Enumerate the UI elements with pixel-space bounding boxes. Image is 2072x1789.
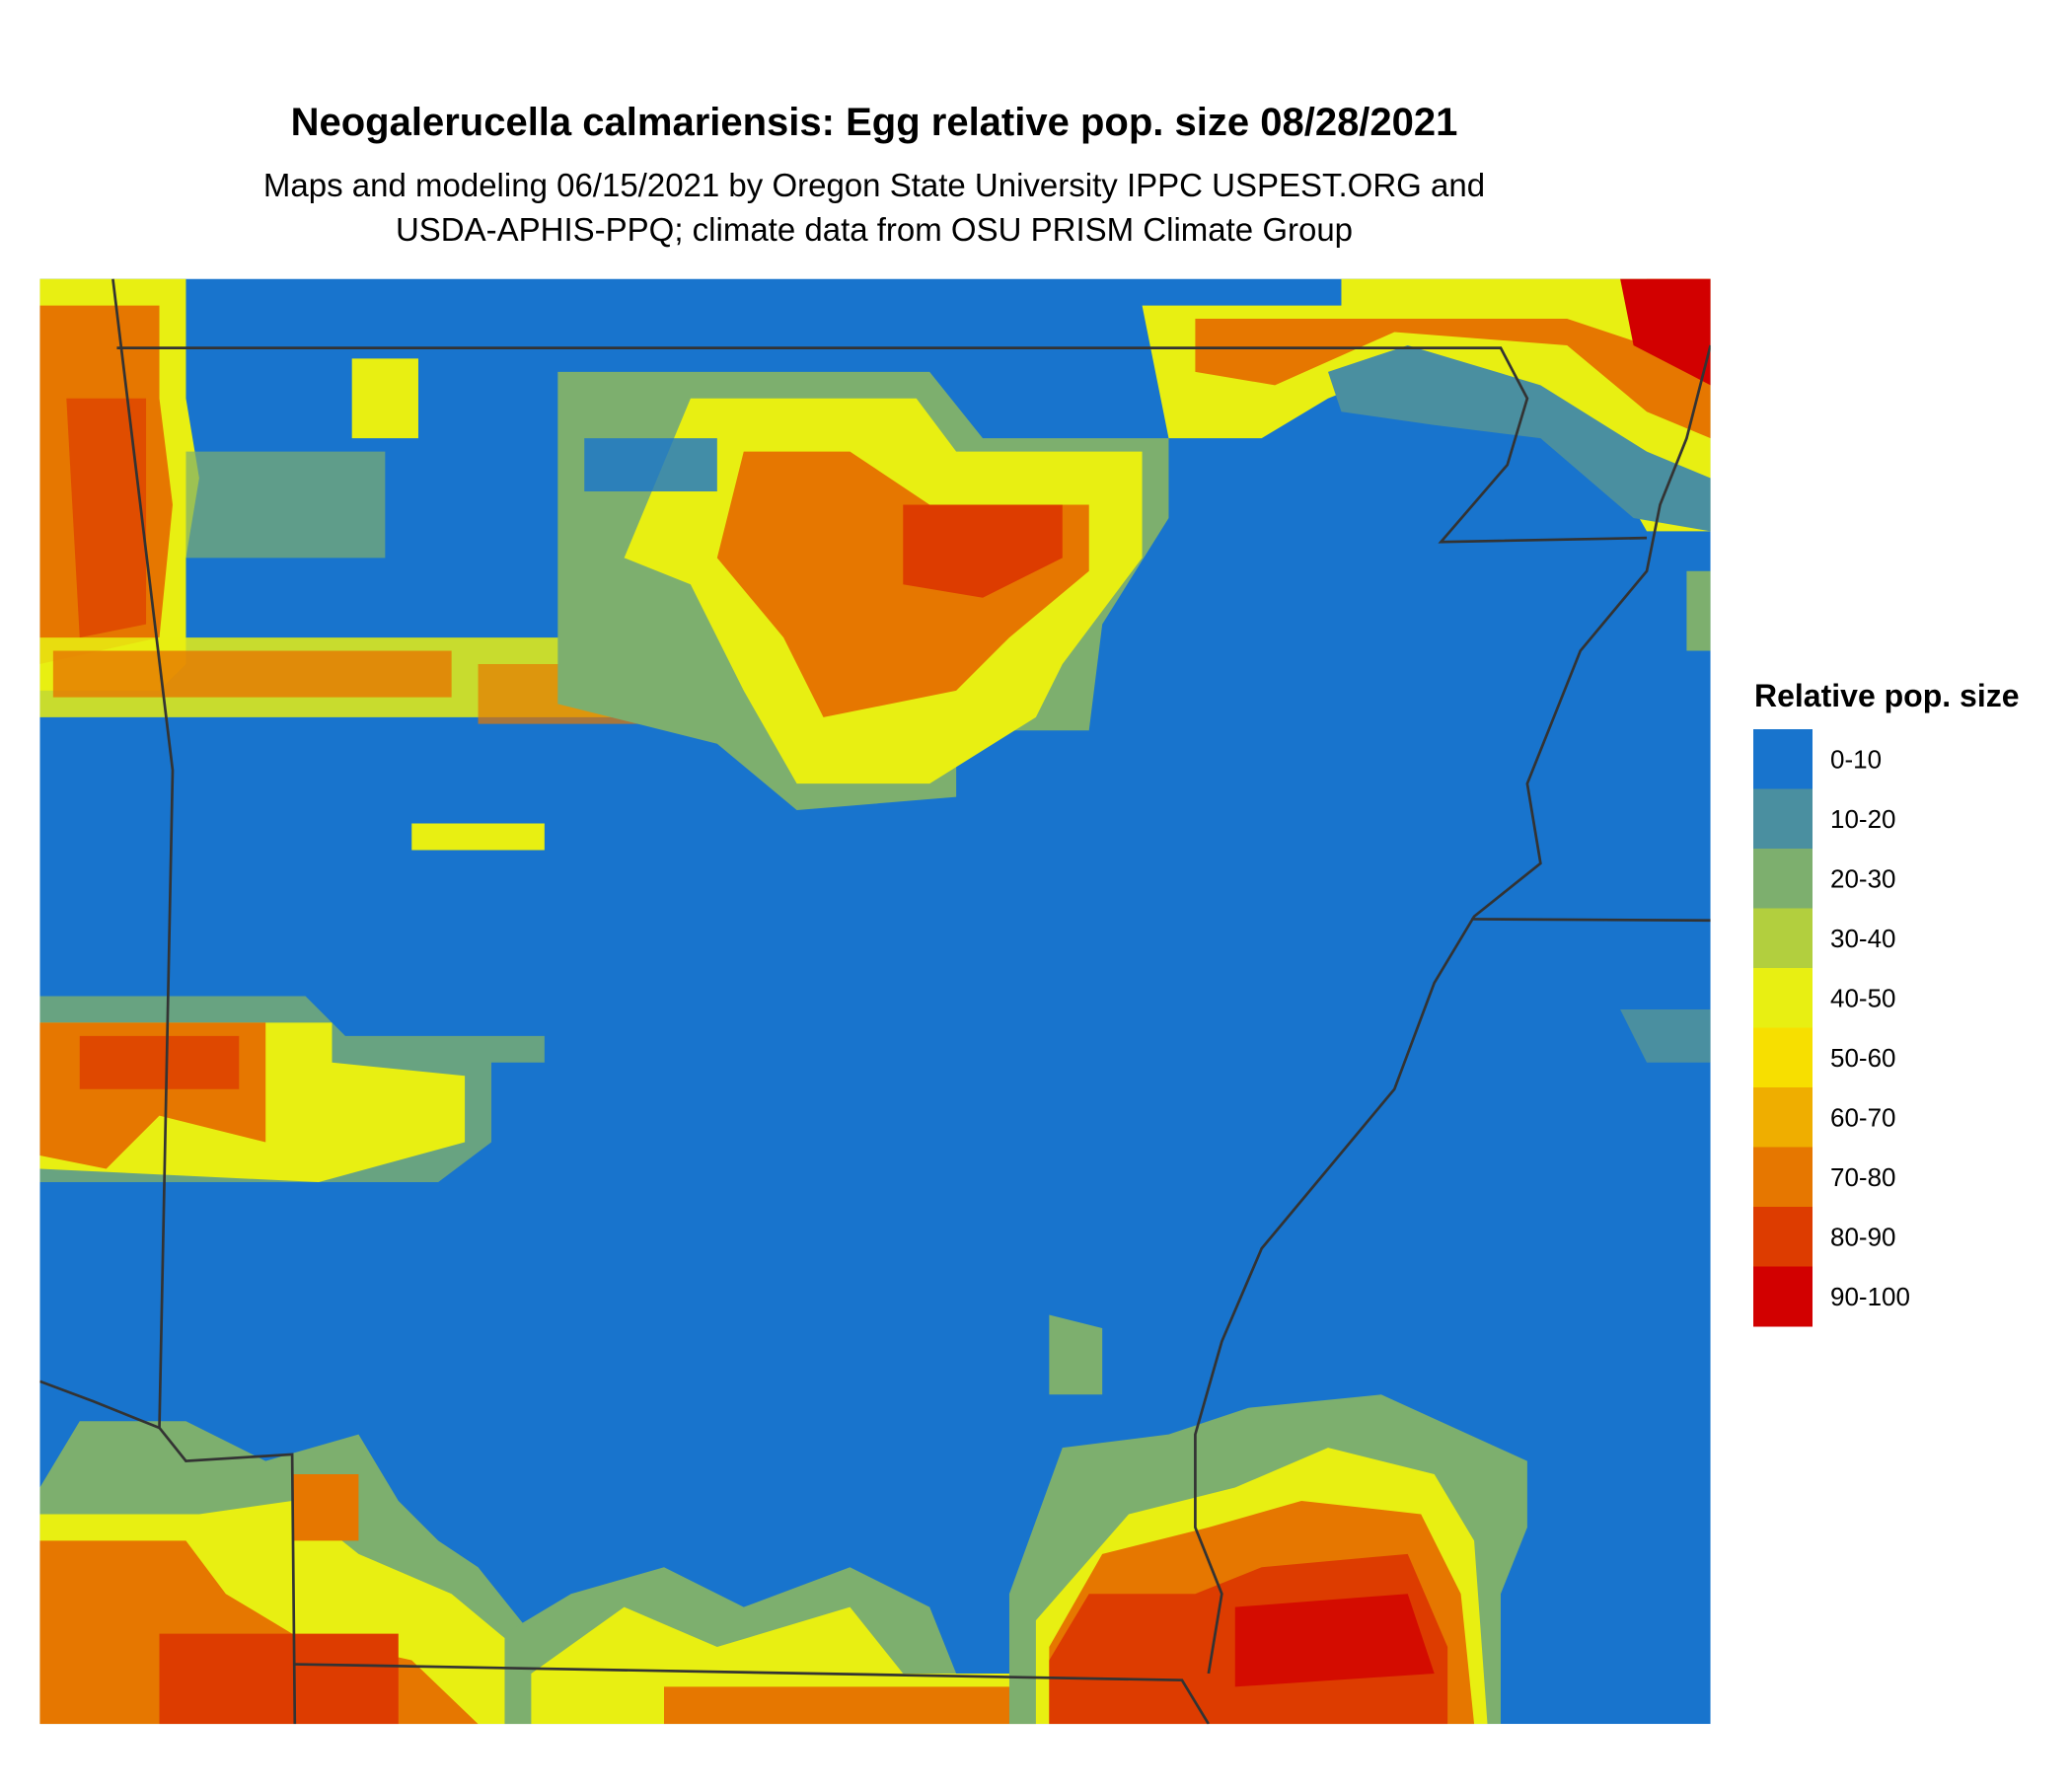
legend-swatch: [1753, 968, 1813, 1028]
legend-label: 70-80: [1830, 1162, 1896, 1192]
legend-swatch: [1753, 788, 1813, 850]
legend-label: 20-30: [1830, 863, 1896, 893]
legend-swatch: [1753, 1207, 1813, 1267]
legend-label: 50-60: [1830, 1043, 1896, 1073]
legend-title: Relative pop. size: [1754, 678, 2020, 713]
legend-label: 10-20: [1830, 804, 1896, 834]
map-subtitle: Maps and modeling 06/15/2021 by Oregon S…: [263, 167, 1485, 203]
legend-label: 90-100: [1830, 1282, 1910, 1311]
map-title: Neogalerucella calmariensis: Egg relativ…: [291, 101, 1458, 144]
legend-swatch: [1753, 908, 1813, 969]
legend: 0-10 10-20 20-30 30-40 40-50 50-60 60-70 70-80 8…: [1753, 729, 1910, 1327]
map-raster: [39, 278, 1711, 1725]
legend-swatch: [1753, 1147, 1813, 1208]
legend-label: 30-40: [1830, 924, 1896, 953]
legend-label: 40-50: [1830, 983, 1896, 1012]
map-subtitle: USDA-APHIS-PPQ; climate data from OSU PR…: [396, 211, 1353, 248]
legend-swatch: [1753, 1087, 1813, 1148]
legend-label: 0-10: [1830, 744, 1882, 774]
legend-swatch: [1753, 1027, 1813, 1088]
legend-swatch: [1753, 849, 1813, 909]
legend-swatch: [1753, 729, 1813, 789]
legend-label: 80-90: [1830, 1222, 1896, 1251]
legend-label: 60-70: [1830, 1102, 1896, 1132]
legend-swatch: [1753, 1266, 1813, 1327]
